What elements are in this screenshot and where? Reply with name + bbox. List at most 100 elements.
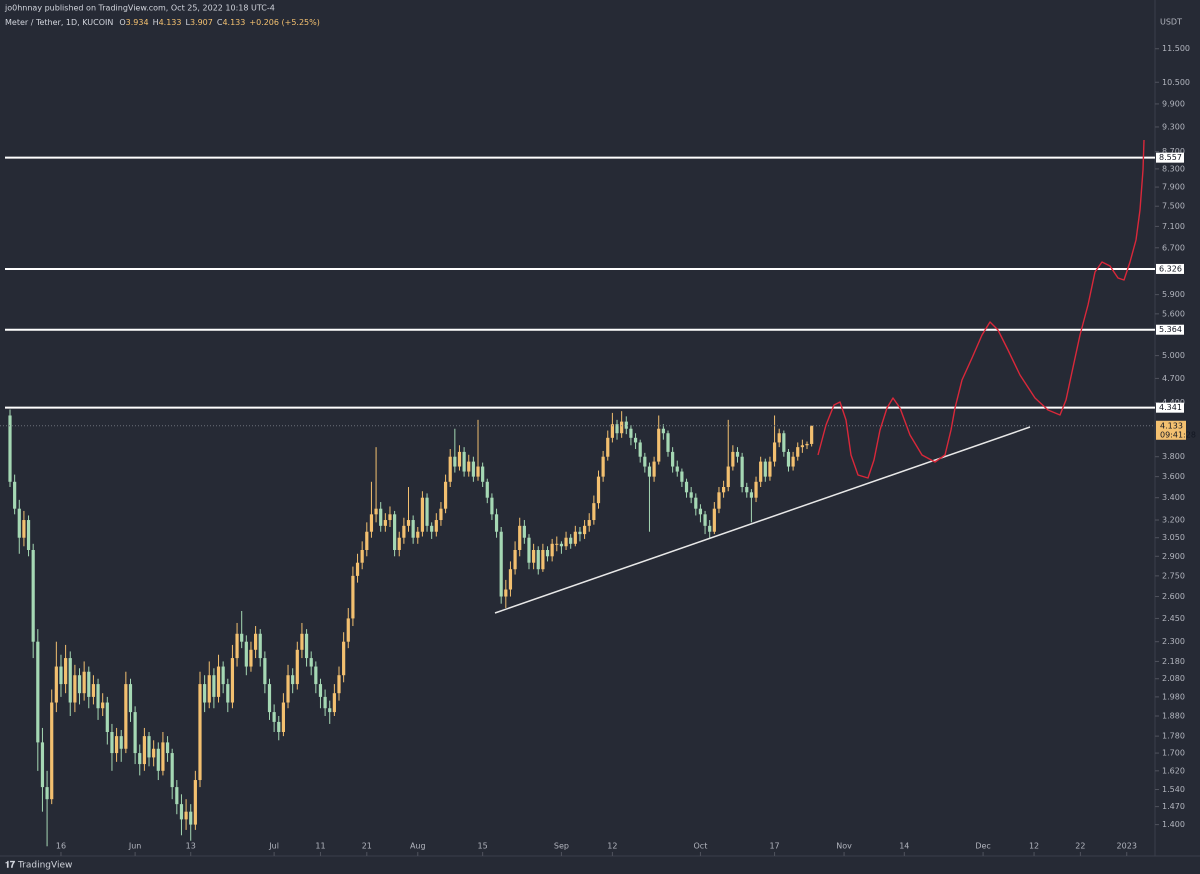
candle-body — [147, 736, 151, 758]
candle-body — [698, 508, 703, 515]
candle-body — [402, 525, 406, 538]
candle-body — [768, 461, 772, 477]
y-tick-label: 2.180 — [1162, 657, 1185, 666]
x-tick-label: 11 — [315, 842, 325, 851]
candle-body — [606, 437, 610, 457]
candle-body — [661, 428, 665, 434]
candle-body — [494, 514, 499, 532]
candle-body — [731, 451, 735, 467]
candle-body — [175, 787, 179, 805]
candle-body — [777, 433, 781, 443]
ohlc-label: C — [217, 18, 223, 27]
candle-body — [346, 618, 350, 642]
candle-body — [323, 696, 327, 709]
candle-body — [647, 466, 652, 477]
y-tick-label: 2.900 — [1162, 552, 1185, 561]
candle-body — [476, 466, 480, 477]
candle-body — [170, 753, 174, 788]
y-tick-label: 1.400 — [1162, 820, 1185, 829]
candle-body — [633, 437, 638, 443]
y-tick-label: 1.980 — [1162, 692, 1185, 701]
candle-body — [810, 425, 814, 444]
candle-body — [45, 787, 49, 800]
candle-body — [281, 702, 285, 733]
candle-body — [26, 520, 31, 550]
candle-body — [128, 684, 133, 713]
candle-body — [40, 742, 45, 788]
candle-body — [286, 675, 290, 703]
candle-body — [258, 633, 262, 659]
candle-body — [786, 451, 791, 467]
candle-body — [59, 666, 63, 685]
x-tick-label: 13 — [186, 842, 196, 851]
legend-text: Meter / Tether, 1D, KUCOIN O3.934 H4.133 L3… — [5, 18, 320, 27]
candle-body — [82, 671, 86, 694]
brand: TradingView — [17, 861, 72, 871]
ohlc-value: 4.133 — [222, 18, 245, 27]
candle-body — [161, 742, 165, 771]
candle-body — [64, 658, 68, 685]
candle-body — [351, 575, 355, 619]
level-label: 4.341 — [1159, 403, 1182, 412]
candle-body — [105, 702, 109, 733]
candle-body — [443, 481, 448, 509]
x-tick-label: Aug — [410, 842, 426, 851]
x-tick-label: 2023 — [1117, 842, 1137, 851]
publisher: jo0hnnay published on TradingView.com, O… — [4, 4, 275, 13]
candle-body — [504, 589, 508, 597]
x-tick-label: Sep — [554, 842, 569, 851]
y-tick-label: 3.050 — [1162, 533, 1185, 542]
y-tick-label: 4.700 — [1162, 374, 1185, 383]
candle-body — [221, 666, 225, 685]
candle-body — [657, 428, 661, 462]
candle-body — [481, 466, 485, 482]
y-tick-label: 3.200 — [1162, 516, 1185, 525]
candle-body — [745, 487, 749, 493]
x-tick-label: Jul — [268, 842, 279, 851]
candle-body — [675, 466, 679, 472]
x-tick-label: 15 — [478, 842, 488, 851]
candle-body — [133, 712, 137, 754]
candle-body — [578, 531, 582, 535]
x-tick-label: Nov — [836, 842, 852, 851]
candle-body — [249, 649, 253, 667]
candle-body — [411, 520, 415, 538]
y-tick-label: 8.300 — [1162, 164, 1185, 173]
candle-body — [355, 562, 360, 576]
candle-body — [13, 481, 17, 509]
candle-body — [156, 748, 160, 771]
candle-body — [601, 456, 605, 477]
candle-body — [735, 451, 740, 457]
symbol: Meter / Tether, 1D, KUCOIN — [5, 18, 113, 27]
ohlc-label: O — [119, 18, 125, 27]
y-tick-label: 3.800 — [1162, 452, 1185, 461]
candle-body — [490, 497, 494, 515]
candle-body — [425, 497, 429, 526]
candle-body — [207, 675, 211, 703]
candle-body — [527, 537, 531, 563]
candle-body — [694, 497, 698, 509]
candle-body — [545, 549, 550, 557]
candle-body — [73, 675, 77, 703]
y-tick-label: 5.900 — [1162, 290, 1185, 299]
y-tick-label: 7.100 — [1162, 222, 1185, 231]
candle-body — [68, 658, 72, 703]
y-tick-label: 2.600 — [1162, 592, 1185, 601]
candle-body — [518, 525, 522, 550]
candle-body — [17, 508, 21, 538]
level-label: 6.326 — [1159, 264, 1182, 273]
candle-body — [620, 421, 624, 434]
candle-body — [708, 525, 712, 532]
candle-body — [805, 443, 809, 446]
candle-body — [295, 649, 299, 685]
candle-body — [114, 736, 119, 754]
candle-body — [717, 492, 721, 509]
candle-body — [184, 811, 188, 820]
x-tick-label: 22 — [1075, 842, 1085, 851]
candle-body — [277, 721, 281, 733]
candle-body — [50, 702, 54, 800]
candle-body — [763, 461, 767, 477]
candle-body — [471, 461, 475, 477]
candle-body — [499, 531, 503, 597]
